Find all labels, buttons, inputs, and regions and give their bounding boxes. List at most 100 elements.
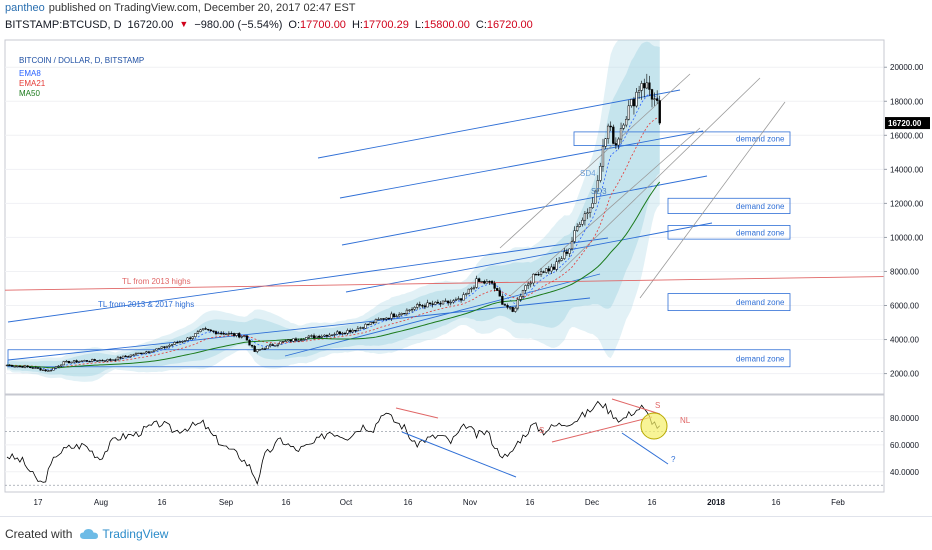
candle-body xyxy=(550,266,553,272)
chart-header: pantheo published on TradingView.com, De… xyxy=(0,0,932,36)
candle-body xyxy=(568,248,571,254)
ema8-line xyxy=(6,93,661,370)
channel-line xyxy=(345,222,713,293)
candle-body xyxy=(5,364,9,367)
demand-zone-box xyxy=(7,349,791,368)
candle-body xyxy=(403,312,406,315)
candle-body xyxy=(377,318,380,321)
candle-body xyxy=(65,360,68,363)
candle-body xyxy=(454,299,458,301)
candle-body xyxy=(542,271,545,273)
candle-body xyxy=(622,124,625,129)
high-label: H: xyxy=(351,19,363,31)
candle-body xyxy=(354,329,357,332)
legend-ema8[interactable]: EMA8 xyxy=(19,69,41,78)
price-axis[interactable]: 2000.00 4000.00 6000.00 8000.00 10000.00 1200… xyxy=(883,40,930,492)
candle-body xyxy=(426,302,429,308)
open-label: O: xyxy=(288,19,301,31)
candle-body xyxy=(140,352,143,355)
chart-area[interactable]: demand zone demand zone demand zone demand … xyxy=(0,36,932,516)
current-price-tag xyxy=(885,117,930,130)
candle-body xyxy=(31,367,34,369)
candle-body xyxy=(369,321,372,325)
candle-body xyxy=(199,329,202,332)
candle-body xyxy=(109,359,112,361)
candle-body xyxy=(219,332,223,335)
candle-body xyxy=(436,301,440,304)
candle-body xyxy=(191,336,194,339)
legend-ma50[interactable]: MA50 xyxy=(19,89,40,98)
candle-body xyxy=(181,341,184,343)
candle-body xyxy=(54,366,58,369)
channel-line xyxy=(339,130,704,199)
channel-line xyxy=(284,273,601,357)
author-name[interactable]: pantheo xyxy=(5,2,45,14)
candle-body xyxy=(134,353,138,356)
candle-body xyxy=(302,339,305,341)
candle-body xyxy=(364,323,367,329)
candle-body xyxy=(165,346,169,348)
candle-body xyxy=(310,335,313,337)
candle-body xyxy=(152,349,156,352)
demand-zone-box xyxy=(573,131,791,146)
candle-body xyxy=(227,333,231,335)
price-tick-label: 6000.00 xyxy=(890,302,919,311)
candle-body xyxy=(462,294,465,301)
price-chart-svg[interactable]: demand zone demand zone demand zone demand … xyxy=(0,36,932,516)
created-with-label: Created with xyxy=(5,526,73,541)
candle-body xyxy=(274,345,277,347)
candle-body xyxy=(423,305,427,308)
candle-body xyxy=(529,282,532,285)
candle-body xyxy=(44,369,47,372)
candle-body xyxy=(588,207,592,213)
candles xyxy=(5,73,661,372)
parallel-line xyxy=(639,101,786,299)
demand-zones: demand zone demand zone demand zone demand … xyxy=(7,131,791,368)
candle-body xyxy=(245,335,249,341)
candle-body xyxy=(29,366,32,368)
price-change: −980.00 (−5.54%) xyxy=(194,19,283,31)
candle-body xyxy=(41,369,45,371)
candle-body xyxy=(392,313,396,318)
candle-body xyxy=(330,334,334,336)
candle-body xyxy=(256,349,259,352)
candle-body xyxy=(232,333,236,336)
demand-zone-label: demand zone xyxy=(736,354,785,363)
candle-body xyxy=(418,304,421,306)
candle-body xyxy=(305,337,308,340)
rsi-divergence-blue xyxy=(401,431,517,478)
tradingview-logo[interactable]: TradingView xyxy=(80,527,168,541)
candle-body xyxy=(11,364,14,367)
candle-body xyxy=(114,359,117,361)
candle-body xyxy=(410,308,414,311)
candle-body xyxy=(565,251,569,254)
candle-body xyxy=(594,190,597,204)
time-axis[interactable]: 17 Aug 16 Sep 16 Oct 16 Nov 16 Dec 16 2018 16 Feb xyxy=(5,491,884,507)
close-label: C: xyxy=(475,19,487,31)
candle-body xyxy=(382,318,385,320)
candle-body xyxy=(261,348,264,350)
price-tick-label: 20000.00 xyxy=(890,63,924,72)
candle-body xyxy=(90,359,94,362)
candle-body xyxy=(60,364,63,367)
candle-body xyxy=(279,341,282,345)
chart-annotation: SD4 xyxy=(580,169,596,178)
candle-body xyxy=(18,365,22,368)
candle-body xyxy=(346,330,349,334)
candle-body xyxy=(459,298,463,301)
tl-2013-highs xyxy=(4,276,885,291)
candle-body xyxy=(591,203,594,209)
candle-body xyxy=(627,105,630,120)
candle-body xyxy=(52,367,55,371)
candle-body xyxy=(34,367,37,369)
legend-ema21[interactable]: EMA21 xyxy=(19,79,46,88)
price-tick-label: 12000.00 xyxy=(890,199,924,208)
candle-body xyxy=(250,344,254,347)
candle-body xyxy=(637,90,641,93)
legend-title: BITCOIN / DOLLAR, D, BITSTAMP xyxy=(19,56,144,65)
volatility-band xyxy=(7,40,660,382)
candle-body xyxy=(477,278,481,282)
candle-body xyxy=(581,219,584,225)
inner-band xyxy=(7,41,660,377)
candle-body xyxy=(557,260,561,262)
